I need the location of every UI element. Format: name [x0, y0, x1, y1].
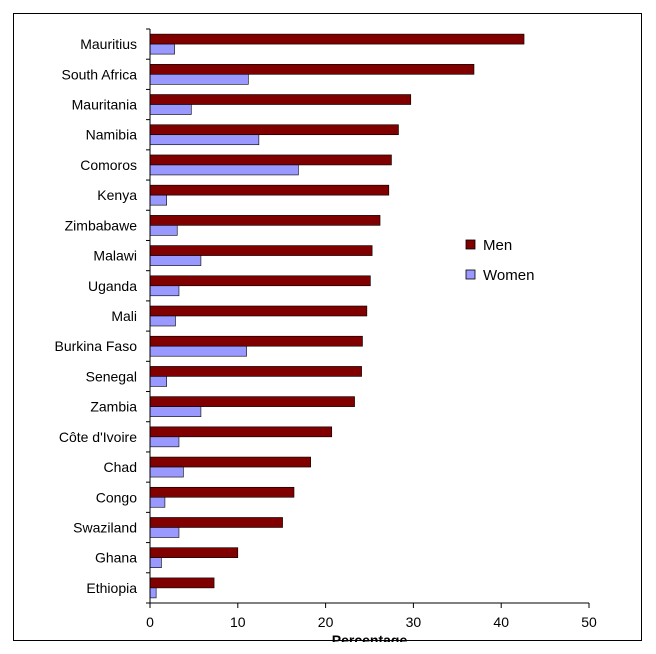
legend-swatch — [465, 239, 476, 250]
x-tick-label: 30 — [406, 614, 422, 630]
bar-men — [149, 215, 381, 226]
y-tick-label: South Africa — [62, 66, 138, 82]
x-tick-label: 20 — [318, 614, 334, 630]
bar-women — [149, 43, 175, 55]
y-tick-label: Zambia — [90, 399, 137, 415]
y-tick-label: Comoros — [80, 157, 137, 173]
bar-women — [149, 527, 180, 538]
y-tick-label: Chad — [104, 459, 137, 475]
bar-women — [149, 134, 260, 146]
bar-women — [149, 587, 157, 599]
bar-men — [149, 366, 362, 377]
bar-women — [149, 74, 249, 85]
y-tick-label: Namibia — [86, 127, 138, 143]
bar-women — [149, 406, 202, 417]
y-tick-label: Burkina Faso — [55, 338, 138, 354]
legend-label: Men — [483, 237, 512, 254]
y-tick-label: Swaziland — [73, 519, 137, 535]
bar-men — [149, 547, 239, 558]
x-tick-label: 50 — [581, 614, 597, 630]
bar-women — [149, 557, 162, 568]
x-tick-label: 40 — [493, 614, 509, 630]
bar-men — [149, 456, 311, 468]
bar-women — [149, 104, 192, 115]
y-tick-label: Mali — [111, 308, 137, 324]
y-tick-label: Congo — [96, 489, 137, 505]
bar-men — [149, 154, 392, 166]
bar-women — [149, 376, 167, 387]
bar-men — [149, 94, 412, 105]
bar-women — [149, 315, 176, 327]
bar-women — [149, 436, 180, 448]
x-tick-label: 10 — [230, 614, 246, 630]
y-tick-label: Mauritius — [80, 36, 137, 52]
bar-men — [149, 577, 215, 589]
bar-women — [149, 255, 202, 266]
bar-men — [149, 517, 283, 528]
bar-chart: Mauritius South Africa Mauritania Namibia Co… — [55, 28, 597, 642]
bar-men — [149, 396, 355, 407]
bar-men — [149, 426, 333, 438]
y-tick-label: Ghana — [95, 550, 137, 566]
bar-women — [149, 345, 247, 357]
chart-frame: Mauritius South Africa Mauritania Namibia Co… — [13, 13, 642, 642]
bar-men — [149, 245, 373, 256]
y-tick-label: Ethiopia — [86, 580, 137, 596]
bar-women — [149, 285, 180, 297]
bars-layer — [149, 33, 525, 599]
y-tick-label: Kenya — [97, 187, 137, 203]
bar-men — [149, 64, 475, 75]
x-tick-label: 0 — [146, 614, 154, 630]
bar-women — [149, 164, 299, 176]
y-tick-label: Zimbabawe — [65, 217, 138, 233]
bar-women — [149, 496, 166, 508]
legend-swatch — [465, 269, 476, 280]
y-tick-label: Uganda — [88, 278, 137, 294]
bar-men — [149, 124, 399, 136]
bar-men — [149, 33, 525, 45]
bar-men — [149, 486, 295, 498]
y-tick-label: Senegal — [86, 368, 137, 384]
y-tick-label: Malawi — [93, 248, 137, 264]
bar-men — [149, 275, 371, 287]
x-axis: 0 10 20 30 40 50 — [146, 602, 597, 630]
bar-women — [149, 225, 178, 236]
y-axis — [146, 28, 151, 604]
bar-men — [149, 305, 368, 317]
bar-men — [149, 335, 363, 347]
y-axis-labels: Mauritius South Africa Mauritania Namibia Co… — [55, 36, 138, 596]
legend: Men Women — [465, 237, 534, 284]
bar-men — [149, 184, 390, 196]
x-axis-title: Percentage — [332, 632, 408, 642]
bar-women — [149, 466, 184, 478]
legend-label: Women — [483, 267, 534, 284]
bar-women — [149, 194, 167, 206]
y-tick-label: Côte d'Ivoire — [59, 429, 137, 445]
y-tick-label: Mauritania — [72, 97, 138, 113]
